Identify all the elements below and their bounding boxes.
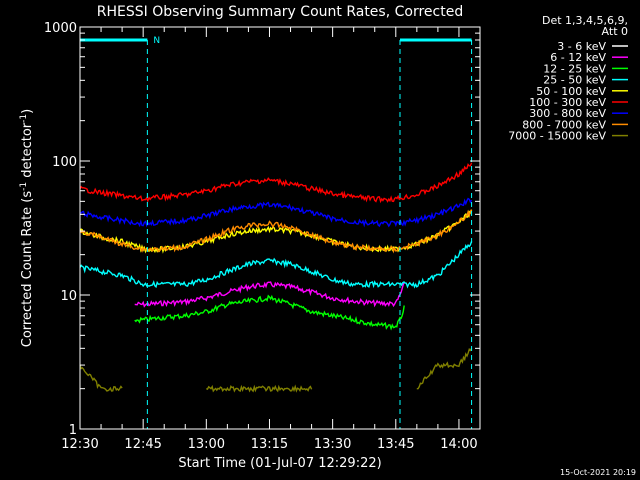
plot-frame: [79, 26, 481, 430]
y-tick-label: 100: [52, 155, 77, 170]
x-tick-label: 13:45: [377, 437, 414, 452]
legend-label: 6 - 12 keV: [550, 51, 606, 64]
legend-label: 3 - 6 keV: [557, 40, 606, 53]
y-axis-label-mid: detector: [20, 122, 35, 182]
data-layer: [79, 162, 473, 393]
series-line-6: [80, 197, 473, 228]
legend-label: 7000 - 15000 keV: [508, 130, 606, 143]
footer-timestamp: 15-Oct-2021 20:19: [560, 468, 636, 477]
series-line-8: [416, 347, 473, 390]
legend-label: 800 - 7000 keV: [522, 118, 606, 131]
series-line-3: [79, 241, 473, 289]
series-line-1: [134, 281, 405, 308]
y-axis-label-end: ): [20, 109, 35, 114]
legend-label: 50 - 100 keV: [536, 85, 606, 98]
x-axis-label: Start Time (01-Jul-07 12:29:22): [178, 456, 381, 471]
y-tick-label: 1: [69, 423, 77, 438]
legend-label: 12 - 25 keV: [543, 62, 606, 75]
x-tick-label: 12:45: [124, 437, 161, 452]
y-axis-label-base: Corrected Count Rate (s: [20, 191, 35, 348]
flag-label: N: [153, 36, 160, 46]
y-axis-label-sup1: -1: [19, 182, 29, 191]
series-line-7: [79, 209, 473, 254]
x-tick-label: 12:30: [61, 437, 98, 452]
series-line-8: [206, 384, 313, 393]
legend-label: 300 - 800 keV: [529, 107, 606, 120]
x-tick-label: 13:30: [314, 437, 351, 452]
x-tick-label: 13:00: [188, 437, 225, 452]
legend-header-line: Att 0: [602, 25, 628, 38]
y-axis-label: Corrected Count Rate (s-1 detector-1): [19, 109, 35, 347]
axes-layer: 1 10 100 1000 12:30 12:45 13:00 13:15 13:30 13:45…: [44, 21, 481, 452]
x-tick-label: 13:15: [251, 437, 288, 452]
series-line-5: [79, 162, 473, 204]
x-tick-label: 14:00: [440, 437, 477, 452]
y-tick-label: 10: [60, 289, 77, 304]
y-axis-label-sup2: -1: [19, 114, 29, 123]
chart-title: RHESSI Observing Summary Count Rates, Co…: [97, 4, 463, 20]
legend-label: 25 - 50 keV: [543, 74, 606, 87]
legend-header-line: Det 1,3,4,5,6,9,: [542, 14, 628, 27]
series-line-2: [134, 294, 405, 331]
series-line-8: [79, 364, 123, 392]
y-tick-label: 1000: [44, 21, 77, 36]
legend-label: 100 - 300 keV: [529, 96, 606, 109]
